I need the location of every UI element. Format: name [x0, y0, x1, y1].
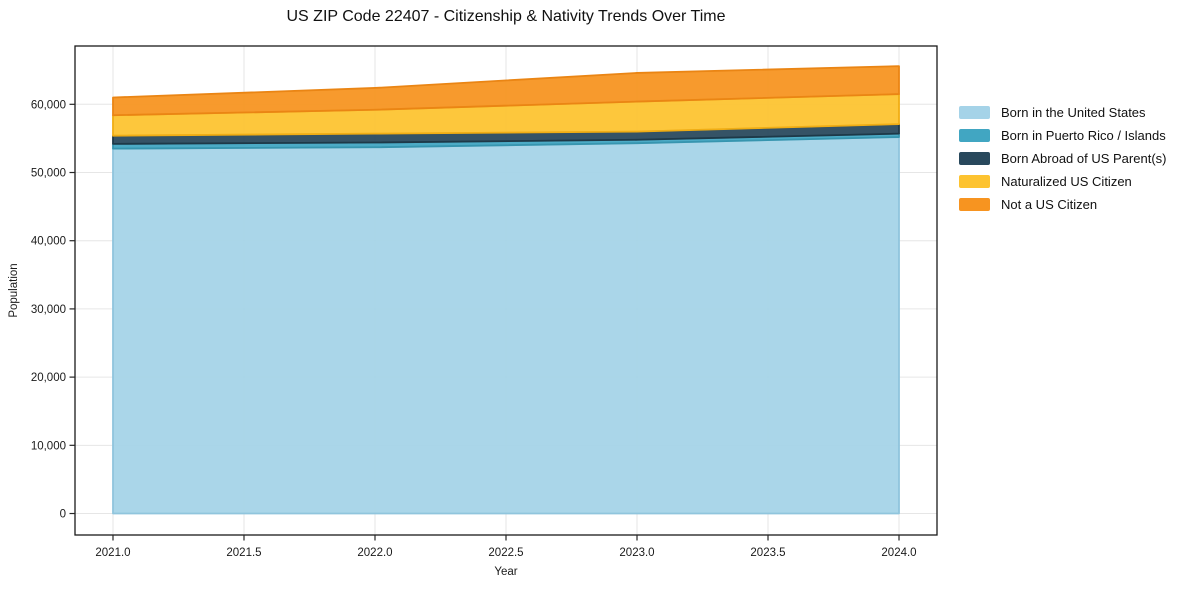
y-axis-label: Population [8, 263, 20, 317]
y-tick-label: 50,000 [31, 168, 66, 180]
legend-item-4: Not a US Citizen [959, 197, 1166, 212]
x-tick-label: 2024.0 [881, 547, 916, 559]
x-tick-label: 2022.5 [488, 547, 523, 559]
x-axis-label: Year [494, 566, 517, 578]
legend-label: Born Abroad of US Parent(s) [1001, 151, 1167, 166]
legend-label: Not a US Citizen [1001, 197, 1098, 212]
legend-label: Naturalized US Citizen [1001, 174, 1132, 189]
chart-title: US ZIP Code 22407 - Citizenship & Nativi… [286, 8, 726, 25]
tick-labels: 2021.0 2021.5 2022.0 2022.5 2023.0 2023.5 2024… [31, 99, 917, 559]
legend: Born in the United States Born in Puerto … [959, 105, 1167, 212]
legend-swatch-icon [959, 129, 990, 142]
y-tick-label: 0 [60, 509, 66, 521]
y-tick-label: 40,000 [31, 236, 66, 248]
x-tick-label: 2021.0 [95, 547, 130, 559]
tick-marks [69, 103, 900, 541]
x-tick-label: 2021.5 [226, 547, 261, 559]
legend-swatch-icon [959, 152, 990, 165]
legend-label: Born in the United States [1001, 105, 1146, 120]
y-tick-label: 10,000 [31, 440, 66, 452]
legend-swatch-icon [959, 106, 990, 119]
y-tick-label: 20,000 [31, 372, 66, 384]
x-tick-label: 2023.5 [750, 547, 785, 559]
legend-swatch-icon [959, 198, 990, 211]
legend-item-3: Naturalized US Citizen [959, 174, 1166, 189]
area-series-4 [112, 65, 900, 117]
area-series-0 [112, 136, 900, 515]
y-tick-label: 30,000 [31, 304, 66, 316]
legend-item-1: Born in Puerto Rico / Islands [959, 128, 1166, 143]
legend-label: Born in Puerto Rico / Islands [1001, 128, 1166, 143]
y-tick-label: 60,000 [31, 99, 66, 111]
x-tick-label: 2023.0 [619, 547, 654, 559]
legend-item-2: Born Abroad of US Parent(s) [959, 151, 1167, 166]
stacked-areas [112, 65, 900, 515]
legend-item-0: Born in the United States [959, 105, 1166, 120]
legend-swatch-icon [959, 175, 990, 188]
x-tick-label: 2022.0 [357, 547, 392, 559]
